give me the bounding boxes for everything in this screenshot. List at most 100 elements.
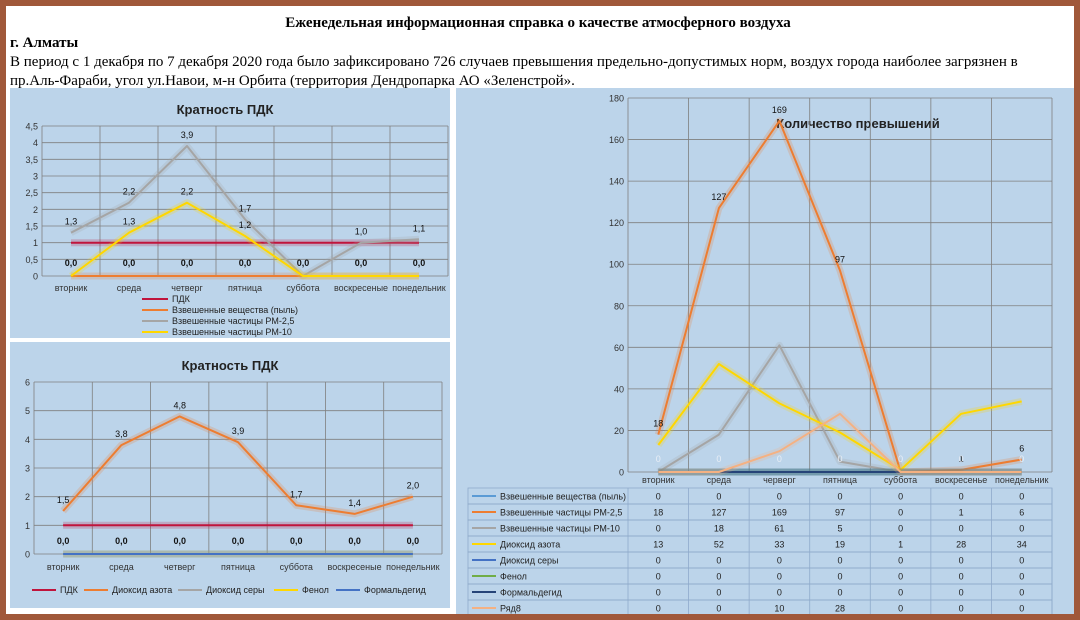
x-tick-label: четверг [171,283,203,293]
y-tick-label: 2 [25,492,30,502]
x-tick-label: вторник [55,283,88,293]
chart-pm-multiplicity: Кратность ПДК 0 0,5 1 1,5 2 2,5 3 3,5 4 4,5 вторник… [10,88,450,338]
table-row [467,599,1053,614]
table-cell: 0 [898,588,903,598]
data-label: 3,9 [232,426,245,436]
x-tick-label: среда [109,562,134,572]
table-cell: 13 [653,540,663,550]
table-cell: 0 [1019,556,1024,566]
table-cell: 0 [1019,572,1024,582]
table-series-name: Фенол [500,572,527,582]
data-label: 0,0 [181,258,194,268]
x-tick-label: пятница [823,475,857,485]
data-label: 1,7 [239,203,252,213]
legend-label: Взвешенные частицы РМ-10 [172,327,292,337]
legend-label: Взвешенные частицы РМ-2,5 [172,316,294,326]
x-tick-label: черверг [763,475,796,485]
data-label: 0 [777,454,782,464]
y-tick-label: 5 [25,406,30,416]
table-cell: 0 [716,588,721,598]
data-label: 0,0 [173,536,186,546]
data-label: 18 [653,419,663,429]
chart-exceedance-count-svg: Количество превышений0204060801001201401… [467,94,1053,614]
table-cell: 52 [714,540,724,550]
table-series-name: Диоксид азота [500,540,560,550]
y-tick-label: 1 [25,521,30,531]
data-label: 0,0 [297,258,310,268]
table-cell: 97 [835,508,845,518]
y-tick-label: 0 [25,550,30,560]
x-tick-label: среда [117,283,142,293]
report-header: Еженедельная информационная справка о ка… [10,14,1066,91]
series-line [657,344,1022,473]
data-label: 0 [837,454,842,464]
y-tick-label: 120 [609,218,624,228]
y-tick-label: 2 [33,205,38,215]
y-tick-label: 3,5 [25,155,38,165]
chart-pm-multiplicity-svg: Кратность ПДК 0 0,5 1 1,5 2 2,5 3 3,5 4 4,5 вторник… [25,102,449,337]
y-tick-label: 80 [614,301,624,311]
x-tick-label: воскресеные [328,562,382,572]
table-cell: 0 [837,572,842,582]
table-cell: 0 [1019,524,1024,534]
y-tick-label: 140 [609,177,624,187]
legend-label: Фенол [302,585,329,595]
data-label: 2,2 [123,187,136,197]
data-label: 1,7 [290,489,303,499]
y-tick-label: 2,5 [25,188,38,198]
table-cell: 127 [711,508,726,518]
table-cell: 0 [959,492,964,502]
table-cell: 0 [898,508,903,518]
data-label: 1,2 [239,220,252,230]
table-cell: 1 [959,508,964,518]
table-cell: 0 [1019,604,1024,614]
series-line [70,145,420,277]
table-cell: 1 [898,540,903,550]
table-cell: 0 [656,492,661,502]
data-label: 0,0 [413,258,426,268]
table-cell: 0 [777,556,782,566]
data-label: 0 [656,454,661,464]
table-row [467,567,1053,585]
x-tick-label: пятница [221,562,255,572]
data-label: 1,4 [348,498,361,508]
chart-title: Кратность ПДК [182,358,279,373]
table-cell: 0 [656,556,661,566]
x-tick-label: понедельник [392,283,446,293]
y-tick-label: 0,5 [25,255,38,265]
legend-label: Взвешенные вещества (пыль) [172,305,298,315]
data-label: 0 [716,454,721,464]
data-label: 0 [1019,454,1024,464]
data-label: 0,0 [407,536,420,546]
x-tick-label: суббота [286,283,319,293]
data-label: 169 [772,105,787,115]
x-tick-label: вторник [47,562,80,572]
data-label: 4,8 [173,400,186,410]
chart-title: Кратность ПДК [177,102,274,117]
table-cell: 34 [1017,540,1027,550]
data-label: 2,2 [181,187,194,197]
table-cell: 0 [777,588,782,598]
table-cell: 18 [714,524,724,534]
table-cell: 28 [956,540,966,550]
data-label: 0 [898,454,903,464]
data-label: 1,3 [65,217,78,227]
chart-gas-multiplicity-svg: Кратность ПДК 0 1 2 3 4 5 6 вторник среда четверг п… [25,358,443,595]
table-series-name: Формальдегид [500,588,563,598]
table-cell: 0 [898,572,903,582]
x-tick-label: среда [707,475,732,485]
table-series-name: Взвешенные частицы РМ-10 [500,524,620,534]
table-cell: 0 [716,604,721,614]
y-tick-label: 0 [619,468,624,478]
x-tick-label: понедельник [386,562,440,572]
x-tick-label: воскресеные [334,283,388,293]
data-label: 1,5 [57,495,70,505]
table-cell: 0 [837,588,842,598]
table-cell: 0 [837,492,842,502]
report-page: Еженедельная информационная справка о ка… [6,6,1074,614]
table-cell: 61 [774,524,784,534]
data-label: 1,0 [355,227,368,237]
data-label: 0,0 [65,258,78,268]
table-cell: 0 [656,524,661,534]
legend-label: Диоксид серы [206,585,264,595]
